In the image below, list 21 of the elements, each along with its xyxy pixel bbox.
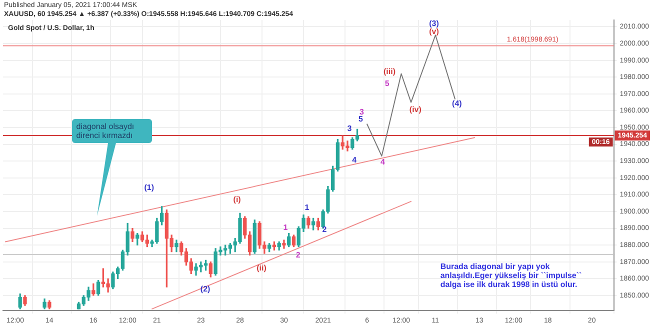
annotation: 5 [358,114,364,124]
annotation: (iii) [384,66,396,76]
annotation: (4) [452,99,462,108]
annotation: 3 [359,107,364,116]
annotation: 1 [304,203,310,212]
annotation: diagonal olsaydı direnci kırmazdı [76,122,136,140]
annotation: 5 [384,79,390,88]
annotation: 4 [380,157,386,166]
annotation: Burada diagonal bir yapı yok anlaşıldı.Eger yükseliş bir ``impulse`` dalga ise ilk durak 1998 in üstü olur. [440,262,582,290]
annotation: 2 [296,250,301,260]
annotation: 2 [322,224,328,234]
annotation: (v) [429,26,440,36]
annotation: (iv) [409,105,422,114]
annotation: (ii) [256,263,267,272]
annotation: (2) [200,284,211,294]
annotation: 4 [352,156,358,165]
annotation: (1) [144,183,154,192]
annotation: 3 [347,124,352,134]
annotation: 1 [283,222,288,232]
annotation: (3) [429,18,440,28]
annotation: (i) [233,194,242,204]
